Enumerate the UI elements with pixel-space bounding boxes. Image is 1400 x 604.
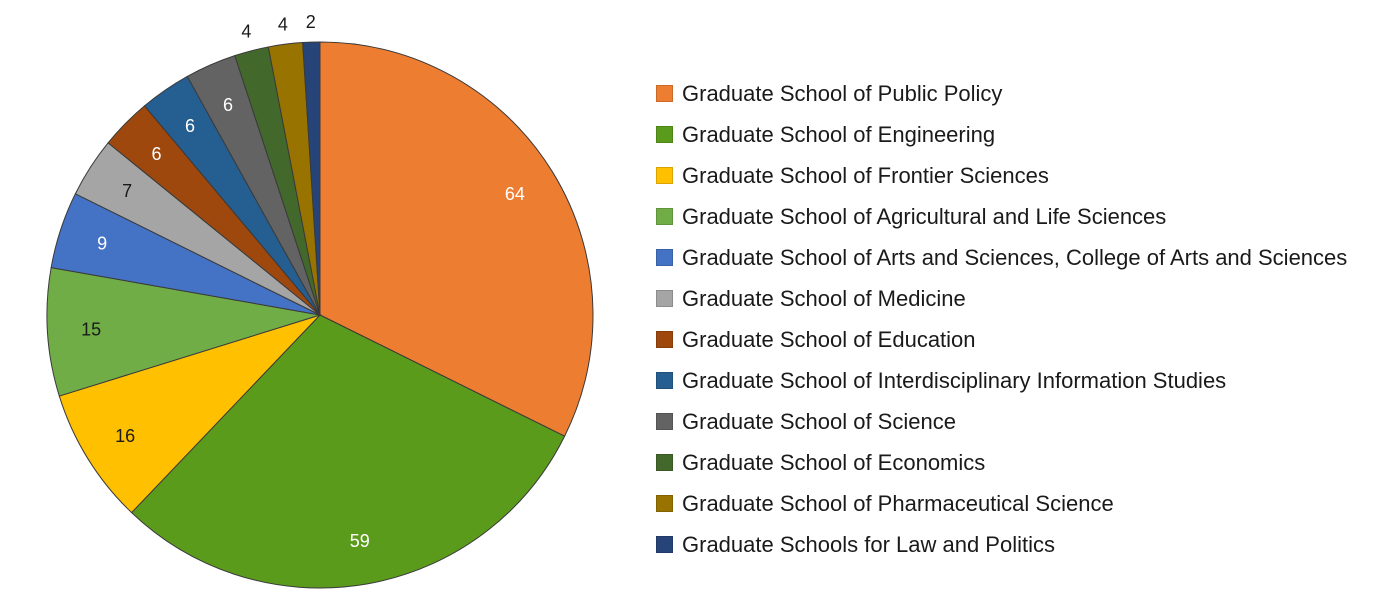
legend-label: Graduate School of Pharmaceutical Scienc… [682, 490, 1114, 516]
legend-item: Graduate School of Science [656, 401, 1347, 442]
legend-item: Graduate School of Interdisciplinary Inf… [656, 360, 1347, 401]
legend-item: Graduate School of Education [656, 319, 1347, 360]
legend-label: Graduate School of Education [682, 326, 976, 352]
legend-swatch [656, 167, 673, 184]
legend-swatch [656, 454, 673, 471]
legend-label: Graduate School of Frontier Sciences [682, 162, 1049, 188]
legend-item: Graduate School of Arts and Sciences, Co… [656, 237, 1347, 278]
slice-value-label: 4 [278, 14, 288, 34]
slice-value-label: 15 [81, 320, 101, 340]
legend-swatch [656, 249, 673, 266]
legend-item: Graduate School of Economics [656, 442, 1347, 483]
pie-slice [302, 41, 321, 316]
slice-value-label: 9 [97, 233, 107, 253]
slice-value-label: 16 [115, 426, 135, 446]
legend-swatch [656, 372, 673, 389]
legend-swatch [656, 126, 673, 143]
legend-label: Graduate School of Medicine [682, 285, 966, 311]
pie-slice [58, 313, 322, 514]
legend-swatch [656, 331, 673, 348]
pie-slice [319, 41, 594, 437]
legend-label: Graduate School of Economics [682, 449, 986, 475]
legend-label: Graduate School of Science [682, 408, 956, 434]
legend-item: Graduate School of Pharmaceutical Scienc… [656, 483, 1347, 524]
slice-value-label: 4 [241, 21, 251, 41]
legend-item: Graduate School of Engineering [656, 114, 1347, 155]
legend-swatch [656, 290, 673, 307]
slice-value-label: 64 [505, 184, 525, 204]
legend-label: Graduate School of Arts and Sciences, Co… [682, 244, 1348, 270]
legend-item: Graduate School of Frontier Sciences [656, 155, 1347, 196]
legend-swatch [656, 85, 673, 102]
legend-item: Graduate School of Agricultural and Life… [656, 196, 1347, 237]
slice-value-label: 6 [152, 144, 162, 164]
legend-swatch [656, 413, 673, 430]
slice-value-label: 59 [350, 531, 370, 551]
legend-label: Graduate School of Agricultural and Life… [682, 203, 1167, 229]
slice-value-label: 2 [306, 12, 316, 32]
legend-item: Graduate School of Medicine [656, 278, 1347, 319]
legend-label: Graduate School of Public Policy [682, 80, 1003, 106]
legend-label: Graduate School of Engineering [682, 121, 996, 147]
legend-swatch [656, 495, 673, 512]
pie-slice [130, 314, 566, 589]
pie-slice [46, 267, 321, 397]
legend-label: Graduate School of Interdisciplinary Inf… [682, 367, 1227, 393]
slice-value-label: 6 [185, 116, 195, 136]
legend-item: Graduate School of Public Policy [656, 73, 1347, 114]
legend-swatch [656, 536, 673, 553]
legend-swatch [656, 208, 673, 225]
legend-item: Graduate Schools for Law and Politics [656, 524, 1347, 565]
slice-value-label: 7 [122, 181, 132, 201]
slice-value-label: 6 [223, 95, 233, 115]
legend-label: Graduate Schools for Law and Politics [682, 531, 1055, 557]
legend: Graduate School of Public Policy Graduate… [656, 73, 1347, 565]
